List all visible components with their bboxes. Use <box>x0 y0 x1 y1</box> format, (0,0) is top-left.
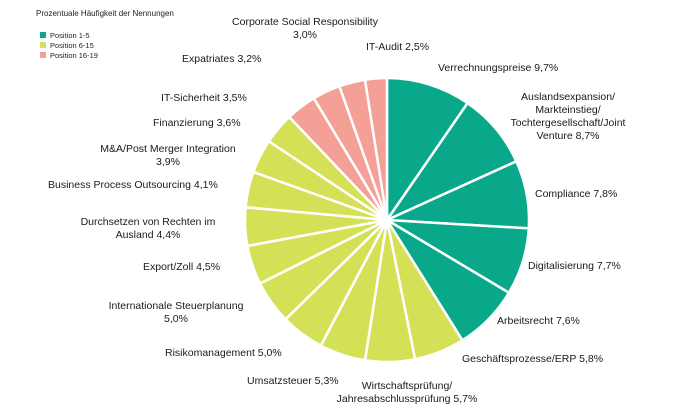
slice-label: Business Process Outsourcing 4,1% <box>48 179 218 191</box>
legend-swatch <box>40 52 46 58</box>
slice-label: Geschäftsprozesse/ERP 5,8% <box>462 353 603 365</box>
slice-label: Expatriates 3,2% <box>182 53 261 65</box>
slice-label: IT-Sicherheit 3,5% <box>161 92 247 104</box>
slice-label: Umsatzsteuer 5,3% <box>247 375 339 387</box>
slice-label: Digitalisierung 7,7% <box>528 260 621 272</box>
slice-label: Auslandsexpansion/Markteinstieg/Tochterg… <box>511 91 626 142</box>
slice-label: Finanzierung 3,6% <box>153 117 241 129</box>
slice-label: IT-Audit 2,5% <box>366 41 429 53</box>
legend-label: Position 6-15 <box>50 40 94 50</box>
slice-label: Durchsetzen von Rechten im Ausland 4,4% <box>81 216 216 241</box>
slice-label: Corporate Social Responsibility 3,0% <box>232 16 379 41</box>
slice-label: Compliance 7,8% <box>535 188 617 200</box>
pie-slice <box>385 76 469 222</box>
legend-label: Position 16-19 <box>50 50 98 60</box>
slice-label: Arbeitsrecht 7,6% <box>497 315 580 327</box>
pie-slice <box>363 76 389 222</box>
legend: Position 1-5 Position 6-15 Position 16-1… <box>40 30 98 60</box>
legend-swatch <box>40 42 46 48</box>
legend-item-position-6-15: Position 6-15 <box>40 40 98 50</box>
slice-label: Internationale Steuerplanung 5,0% <box>109 300 244 325</box>
slice-label: Wirtschaftsprüfung/Jahresabschlussprüfun… <box>337 380 478 405</box>
slice-label: Risikomanagement 5,0% <box>165 347 282 359</box>
slice-label: Verrechnungspreise 9,7% <box>438 62 558 74</box>
legend-title: Prozentuale Häufigkeit der Nennungen <box>36 9 174 18</box>
legend-label: Position 1-5 <box>50 30 90 40</box>
legend-item-position-1-5: Position 1-5 <box>40 30 98 40</box>
legend-swatch <box>40 32 46 38</box>
slice-label: M&A/Post Merger Integration 3,9% <box>100 143 236 168</box>
slice-label: Export/Zoll 4,5% <box>143 261 220 273</box>
legend-item-position-16-19: Position 16-19 <box>40 50 98 60</box>
